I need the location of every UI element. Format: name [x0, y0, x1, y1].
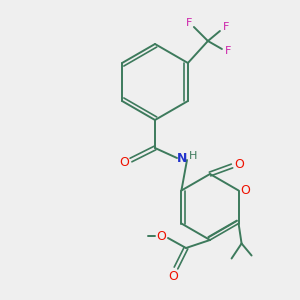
Text: N: N	[177, 152, 187, 166]
Text: H: H	[189, 151, 197, 161]
Text: F: F	[186, 18, 192, 28]
Text: O: O	[241, 184, 250, 197]
Text: F: F	[223, 22, 229, 32]
Text: F: F	[225, 46, 231, 56]
Text: O: O	[168, 271, 178, 284]
Text: O: O	[119, 157, 129, 169]
Text: O: O	[234, 158, 244, 170]
Text: O: O	[156, 230, 166, 242]
